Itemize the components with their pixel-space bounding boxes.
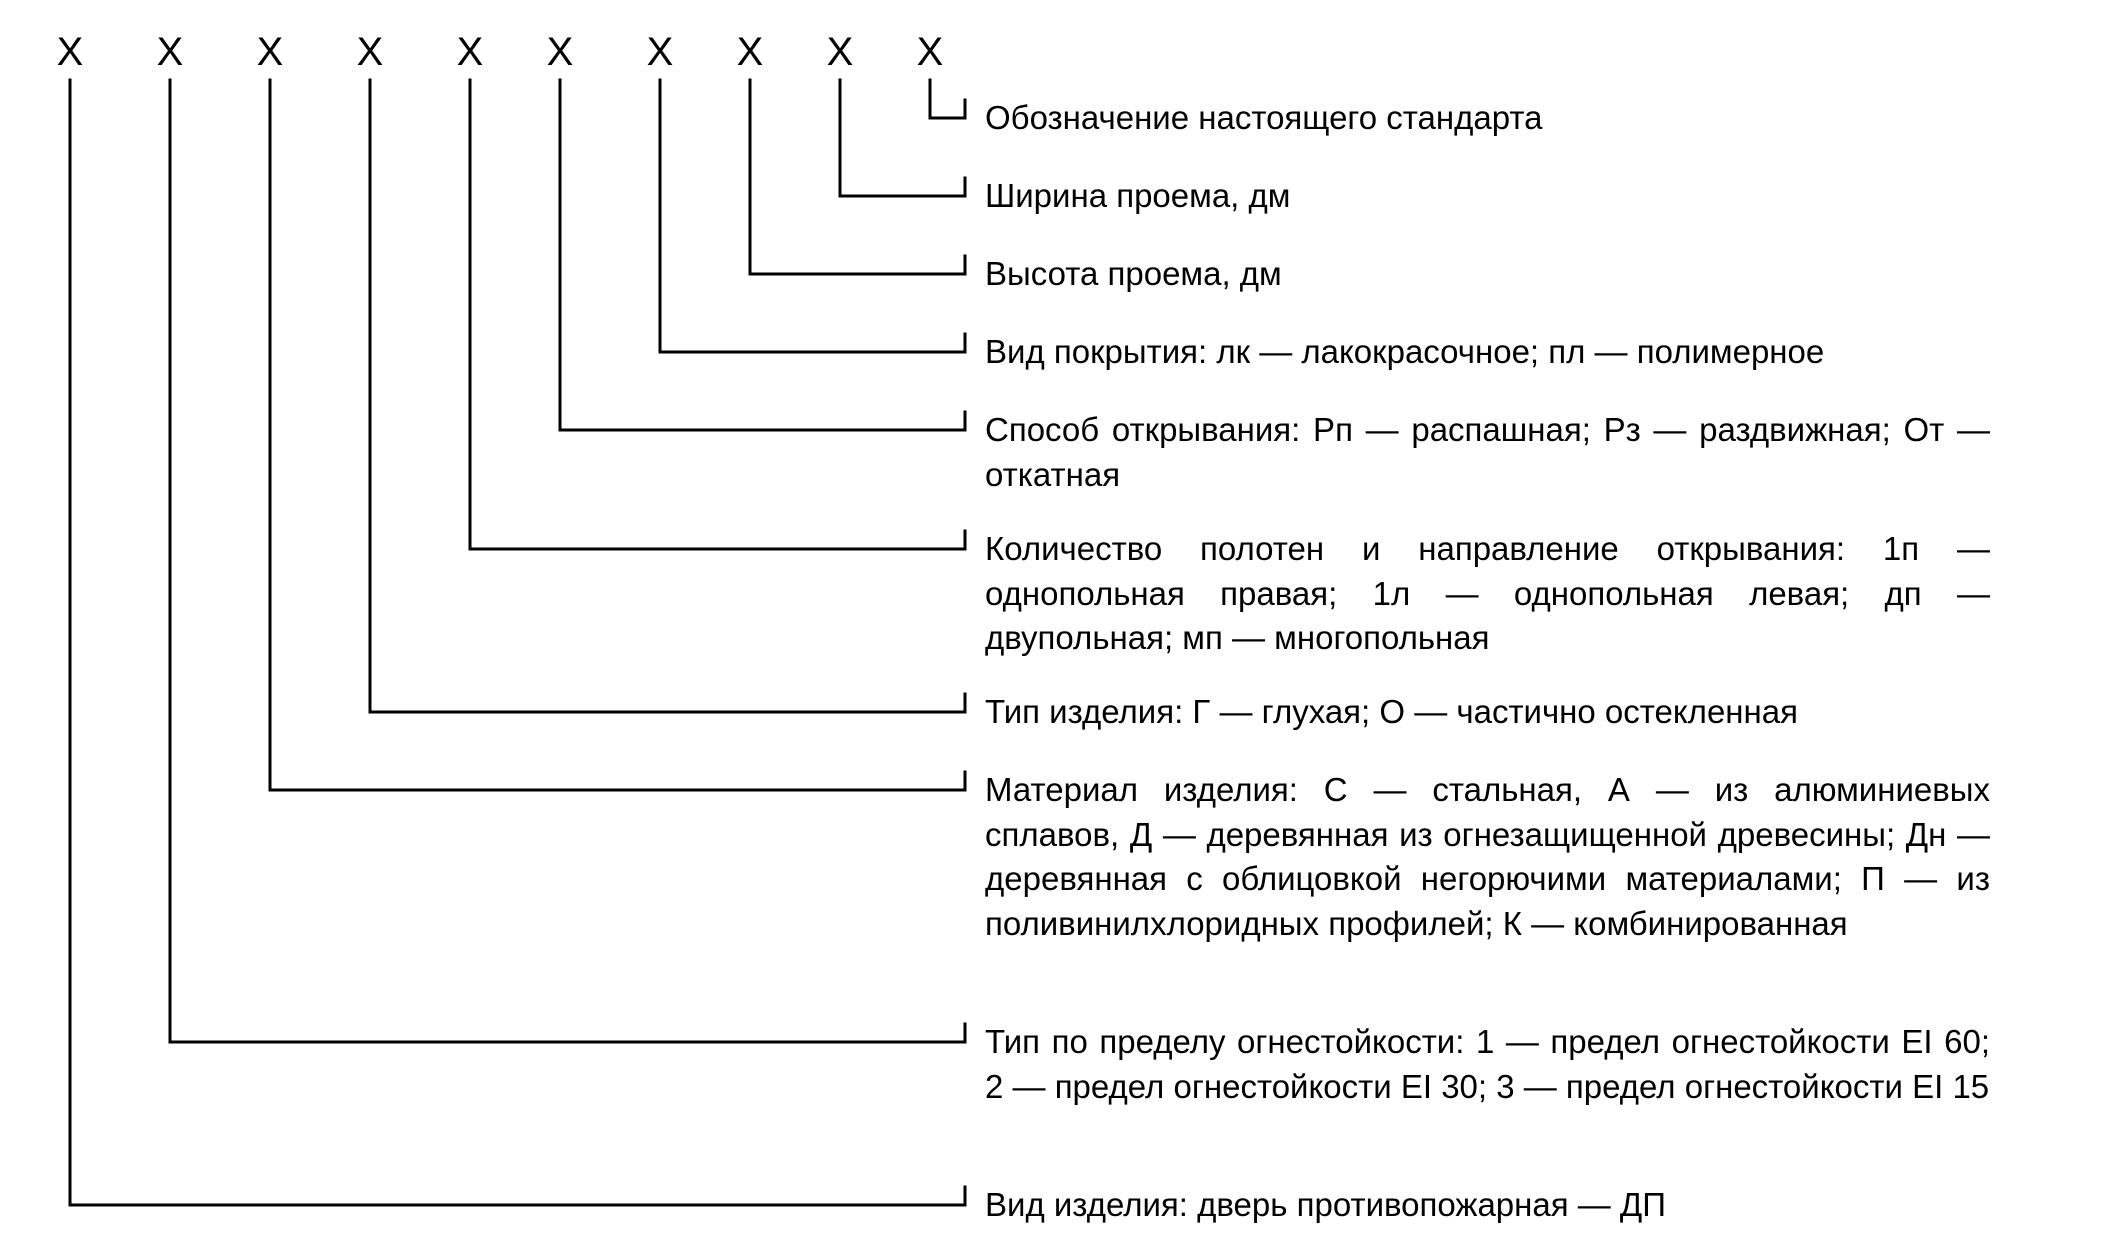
position-symbol-7: Х xyxy=(640,30,680,75)
field-description-2: Ширина проема, дм xyxy=(985,174,1990,219)
field-description-10: Вид изделия: дверь противопожарная — ДП xyxy=(985,1183,1990,1228)
field-description-1: Обозначение настоящего стандарта xyxy=(985,96,1990,141)
position-symbol-1: Х xyxy=(50,30,90,75)
position-symbol-5: Х xyxy=(450,30,490,75)
position-symbol-9: Х xyxy=(820,30,860,75)
field-description-3: Высота проема, дм xyxy=(985,252,1990,297)
position-symbol-8: Х xyxy=(730,30,770,75)
position-symbol-6: Х xyxy=(540,30,580,75)
field-description-9: Тип по пределу огнестойкости: 1 — предел… xyxy=(985,1020,1990,1109)
position-symbol-2: Х xyxy=(150,30,190,75)
position-symbol-3: Х xyxy=(250,30,290,75)
field-description-8: Материал изделия: С — стальная, А — из а… xyxy=(985,768,1990,946)
field-description-4: Вид покрытия: лк — лакокрасочное; пл — п… xyxy=(985,330,1990,375)
field-description-7: Тип изделия: Г — глухая; О — частично ос… xyxy=(985,690,1990,735)
field-description-5: Способ открывания: Рп — распашная; Рз — … xyxy=(985,408,1990,497)
position-symbol-10: Х xyxy=(910,30,950,75)
field-description-6: Количество полотен и направление открыва… xyxy=(985,527,1990,661)
position-symbol-4: Х xyxy=(350,30,390,75)
